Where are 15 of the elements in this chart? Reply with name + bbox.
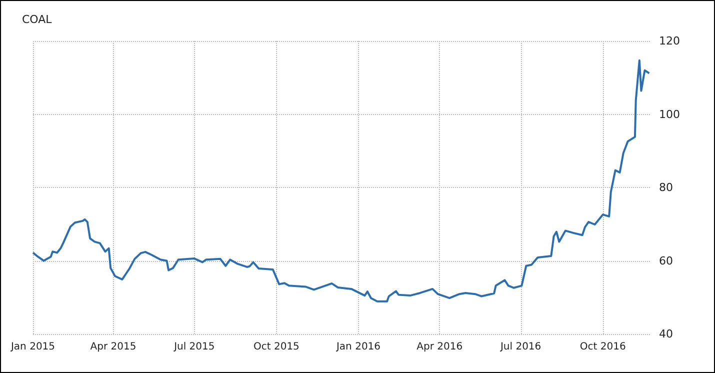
y-tick-label: 100 — [659, 108, 680, 121]
x-tick-label: Apr 2015 — [90, 342, 136, 352]
y-tick-label: 40 — [659, 328, 673, 340]
x-tick-label: Oct 2015 — [253, 342, 300, 352]
x-tick-label: Jan 2015 — [10, 342, 56, 352]
y-tick-label: 60 — [659, 254, 673, 268]
y-tick-label: 80 — [659, 181, 673, 194]
x-tick-label: Apr 2016 — [416, 342, 463, 352]
chart-title: COAL — [22, 13, 53, 26]
x-tick-label: Jul 2016 — [499, 342, 542, 352]
line-series — [32, 59, 650, 302]
y-tick-label: 120 — [659, 34, 680, 48]
x-tick-label: Jul 2015 — [173, 342, 215, 352]
x-tick-label: Oct 2016 — [580, 342, 626, 352]
x-tick-label: Jan 2016 — [335, 342, 381, 352]
